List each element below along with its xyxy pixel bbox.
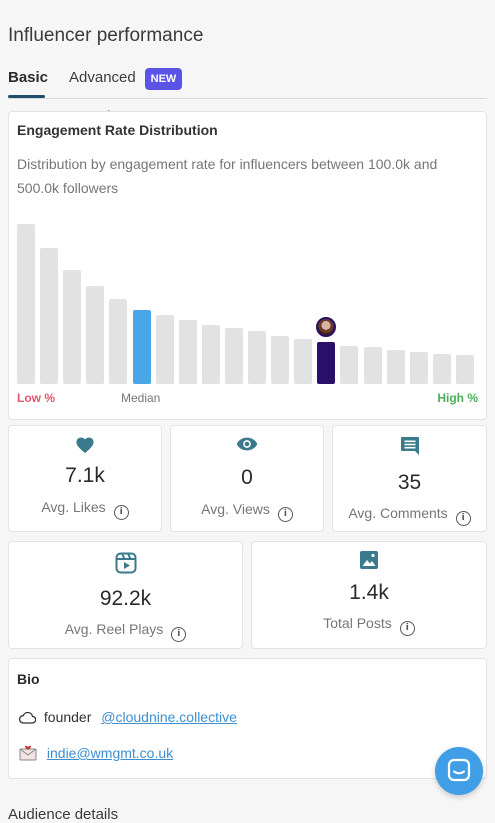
median-label: Median [121,391,161,405]
avg-likes-card: 7.1k Avg. Likes i [8,425,162,532]
envelope-icon [19,745,37,764]
chart-bar [456,355,474,384]
bar-chart [9,112,488,421]
low-label: Low % [17,391,55,405]
info-icon[interactable]: i [277,507,293,522]
bio-email-link[interactable]: indie@wmgmt.co.uk [46,745,174,761]
avg-reel-plays-label: Avg. Reel Plays i [9,621,242,642]
eye-icon [171,436,323,457]
avg-reel-plays-card: 92.2k Avg. Reel Plays i [8,541,243,649]
total-posts-value: 1.4k [349,581,389,604]
info-icon[interactable]: i [113,505,129,520]
chat-button[interactable] [435,747,483,795]
avg-reel-plays-value: 92.2k [99,587,152,610]
image-icon [252,550,486,575]
avg-likes-label: Avg. Likes i [9,499,161,520]
avg-views-value: 0 [241,466,253,489]
info-icon[interactable]: i [455,511,471,526]
active-tab-indicator [8,95,45,98]
bio-card: Bio founder @cloudnine.collective indie@… [8,658,487,779]
chart-bar [179,320,197,384]
bio-text: founder [43,709,92,725]
new-badge: NEW [145,68,182,90]
chart-bar [248,331,266,384]
bio-title: Bio [17,671,40,687]
tab-bar: Basic Advanced NEW [8,66,487,99]
chart-bar [387,350,405,384]
total-posts-label: Total Posts i [252,615,486,636]
chart-bar [86,286,104,384]
bio-text-row: founder @cloudnine.collective [18,709,237,727]
heart-icon [9,436,161,459]
chart-description: Distribution by engagement rate for infl… [17,156,438,196]
chart-bar [340,346,358,384]
chart-bar [364,347,382,384]
chart-bar [109,299,127,384]
avg-comments-label: Avg. Comments i [333,505,486,526]
chart-bar [433,354,451,384]
bio-email-row: indie@wmgmt.co.uk [19,745,173,764]
audience-details-heading: Audience details [8,806,119,823]
tab-advanced[interactable]: Advanced [69,69,136,86]
avg-comments-card: 35 Avg. Comments i [332,425,487,532]
info-icon[interactable]: i [171,627,187,642]
page-title: Influencer performance [8,25,204,46]
chart-bar [202,325,220,384]
chart-bar [17,224,35,384]
cloud-icon [18,711,37,727]
bio-handle-link[interactable]: @cloudnine.collective [101,709,237,725]
avg-likes-value: 7.1k [65,464,105,487]
chart-bar [294,339,312,384]
chat-icon [447,758,471,782]
reel-icon [9,552,242,579]
chart-bar [40,248,58,384]
chart-bar-current [317,342,335,384]
total-posts-card: 1.4k Total Posts i [251,541,487,649]
chart-title: Engagement Rate Distribution [17,122,218,138]
chart-bar [410,352,428,384]
chart-bar [271,336,289,384]
chart-bar [63,270,81,384]
engagement-chart-card: Engagement Rate Distribution Distributio… [8,111,487,420]
info-icon[interactable]: i [399,621,415,636]
high-label: High % [437,391,478,405]
comment-icon [333,436,486,461]
chart-bar [225,328,243,384]
tab-basic[interactable]: Basic [8,69,49,86]
chart-bar-median [133,310,151,384]
influencer-avatar [316,317,336,337]
avg-views-label: Avg. Views i [171,501,323,522]
chart-bar [156,315,174,384]
avg-comments-value: 35 [397,471,422,494]
avg-views-card: 0 Avg. Views i [170,425,324,532]
